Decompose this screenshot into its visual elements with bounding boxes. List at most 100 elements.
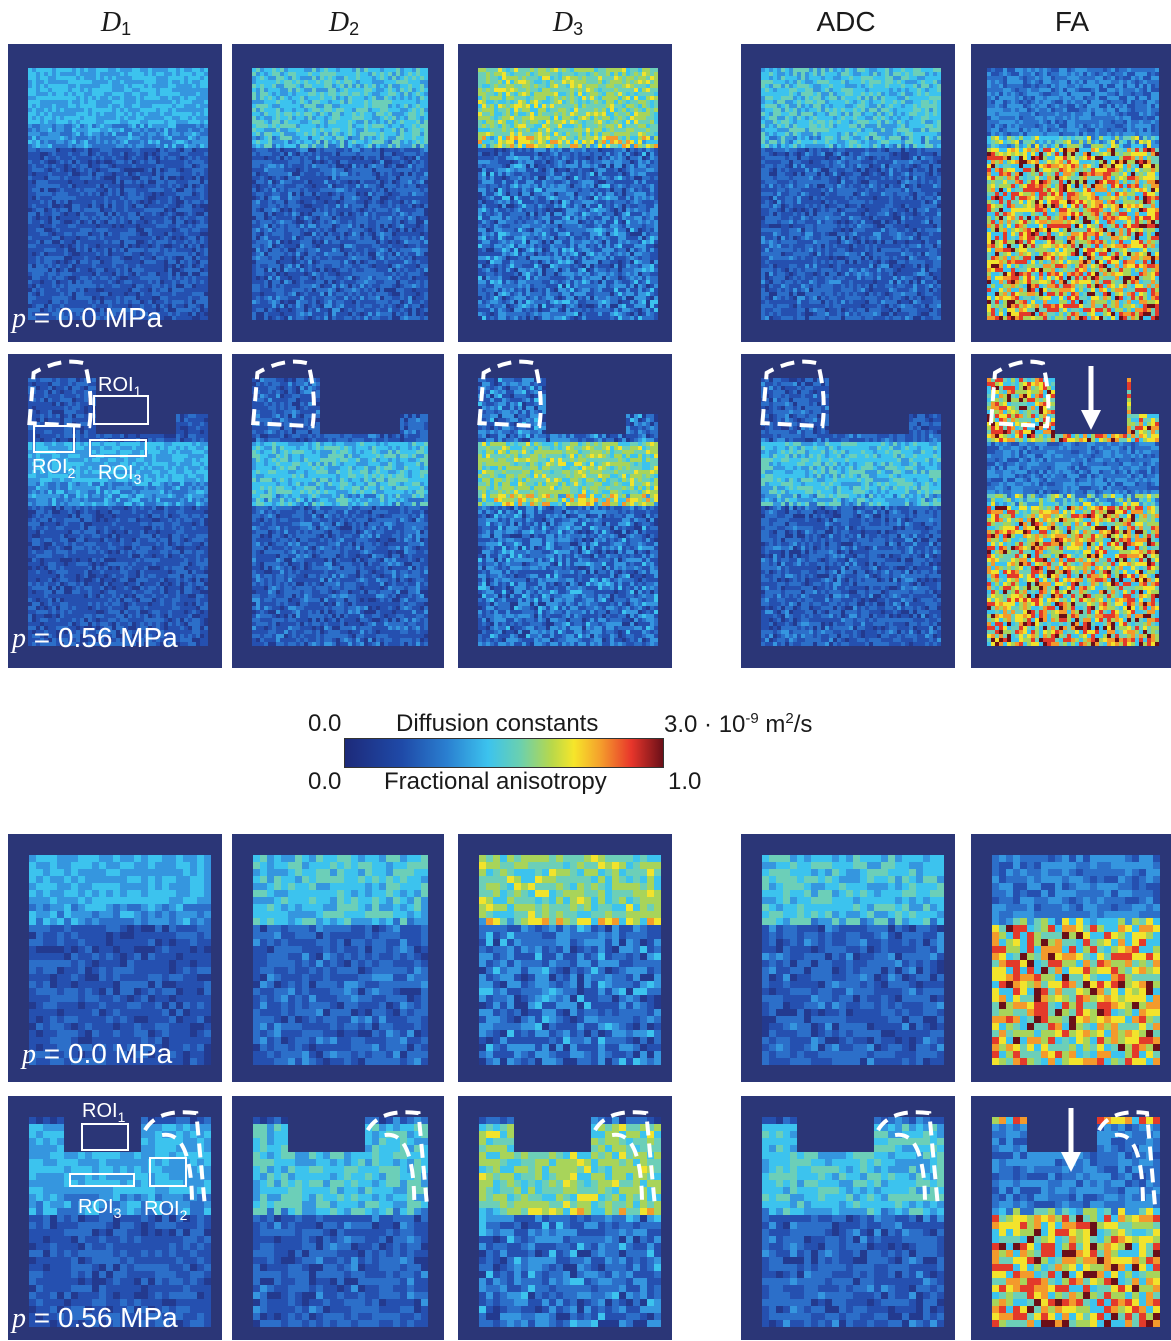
- pixel: [36, 248, 40, 252]
- pixel: [164, 192, 168, 196]
- pixel: [336, 180, 340, 184]
- pixel: [56, 212, 60, 216]
- column-header-d1: D1: [10, 6, 222, 40]
- pixel: [296, 84, 300, 88]
- pixel: [388, 84, 392, 88]
- pixel: [284, 156, 288, 160]
- pixel: [260, 168, 264, 172]
- pixel: [420, 248, 424, 252]
- pixel: [268, 188, 272, 192]
- pixel: [196, 172, 200, 176]
- pixel: [360, 80, 364, 84]
- pixel: [424, 252, 428, 256]
- pixel: [292, 176, 296, 180]
- pixel: [344, 168, 348, 172]
- pixel: [172, 236, 176, 240]
- pixel: [364, 208, 368, 212]
- pixel: [296, 72, 300, 76]
- pixel: [164, 156, 168, 160]
- pixel: [76, 260, 80, 264]
- pixel: [172, 112, 176, 116]
- pixel: [60, 296, 64, 300]
- pixel: [288, 184, 292, 188]
- pixel: [108, 160, 112, 164]
- pixel: [308, 124, 312, 128]
- pixel: [316, 236, 320, 240]
- pixel: [44, 112, 48, 116]
- pixel: [260, 220, 264, 224]
- pixel: [264, 160, 268, 164]
- pixel: [252, 140, 256, 144]
- pixel: [372, 148, 376, 152]
- pixel: [348, 232, 352, 236]
- pixel: [48, 240, 52, 244]
- pixel: [360, 120, 364, 124]
- pixel: [384, 180, 388, 184]
- pixel: [172, 260, 176, 264]
- pixel: [312, 116, 316, 120]
- pixel: [36, 236, 40, 240]
- pixel: [380, 156, 384, 160]
- pixel: [188, 300, 192, 304]
- pixel: [204, 176, 208, 180]
- pixel: [144, 148, 148, 152]
- pixel: [384, 112, 388, 116]
- pixel: [348, 136, 352, 140]
- pixel: [308, 168, 312, 172]
- pixel: [264, 224, 268, 228]
- pixel: [192, 284, 196, 288]
- pixel: [168, 140, 172, 144]
- pixel: [252, 136, 256, 140]
- pixel: [148, 304, 152, 308]
- pixel: [280, 68, 284, 72]
- pixel: [180, 248, 184, 252]
- pixel: [312, 184, 316, 188]
- pixel: [276, 100, 280, 104]
- pixel: [364, 108, 368, 112]
- pixel: [164, 248, 168, 252]
- pixel: [332, 76, 336, 80]
- pixel: [64, 160, 68, 164]
- pixel: [308, 144, 312, 148]
- pixel: [84, 68, 88, 72]
- pixel: [192, 88, 196, 92]
- pixel: [88, 76, 92, 80]
- pixel: [28, 116, 32, 120]
- pixel: [100, 116, 104, 120]
- pixel: [396, 92, 400, 96]
- pixel: [152, 180, 156, 184]
- pixel: [68, 304, 72, 308]
- pixel: [204, 276, 208, 280]
- pixel: [256, 248, 260, 252]
- pixel: [420, 116, 424, 120]
- pixel: [176, 300, 180, 304]
- pixel: [88, 80, 92, 84]
- pixel: [100, 212, 104, 216]
- pixel: [116, 124, 120, 128]
- pixel: [204, 260, 208, 264]
- pixel: [388, 184, 392, 188]
- pixel: [268, 88, 272, 92]
- pixel: [392, 132, 396, 136]
- pixel: [108, 284, 112, 288]
- pixel: [184, 284, 188, 288]
- pixel: [92, 192, 96, 196]
- pixel: [308, 240, 312, 244]
- pixel: [316, 100, 320, 104]
- image-panel: [232, 44, 444, 342]
- pixel: [400, 124, 404, 128]
- pixel: [52, 236, 56, 240]
- pixel: [360, 100, 364, 104]
- pixel: [92, 244, 96, 248]
- pixel: [164, 84, 168, 88]
- pixel: [40, 72, 44, 76]
- pixel: [72, 68, 76, 72]
- pixel: [44, 300, 48, 304]
- pixel: [40, 172, 44, 176]
- pixel: [172, 316, 176, 320]
- pixel: [172, 248, 176, 252]
- pixel: [140, 248, 144, 252]
- pixel: [52, 276, 56, 280]
- pixel: [268, 196, 272, 200]
- pixel: [320, 196, 324, 200]
